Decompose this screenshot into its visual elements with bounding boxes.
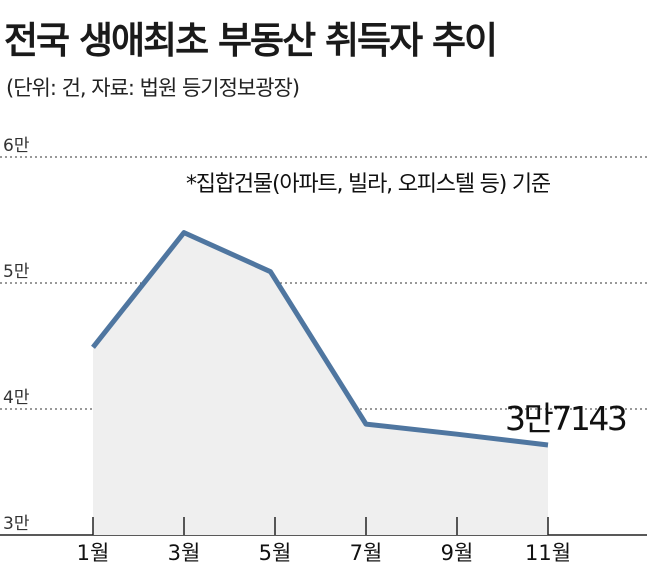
- series-area: [93, 232, 548, 535]
- area-layer: [93, 232, 548, 535]
- y-tick-label: 3만: [3, 514, 30, 534]
- x-axis-ticks: 1월 3월 5월 7월 9월 11월: [77, 517, 571, 565]
- y-tick-label: 5만: [3, 262, 30, 282]
- last-value-annotation: 3만7143: [505, 399, 628, 438]
- chart-note: *집합건물(아파트, 빌라, 오피스텔 등) 기준: [186, 172, 551, 197]
- x-tick-label: 1월: [77, 541, 110, 565]
- chart-title: 전국 생애최초 부동산 취득자 추이: [4, 19, 498, 62]
- x-tick-label: 5월: [259, 541, 292, 565]
- x-tick-label: 7월: [350, 541, 383, 565]
- series-line: [91, 230, 549, 448]
- y-tick-label: 6만: [3, 136, 30, 156]
- chart-subtitle: (단위: 건, 자료: 법원 등기정보광장): [6, 76, 300, 100]
- x-tick-label: 11월: [525, 541, 571, 565]
- x-tick-label: 3월: [168, 541, 201, 565]
- y-axis-ticks: 3만 4만 5만 6만: [3, 136, 30, 534]
- x-tick-label: 9월: [441, 541, 474, 565]
- y-tick-label: 4만: [3, 388, 30, 408]
- line-layer: [91, 230, 549, 448]
